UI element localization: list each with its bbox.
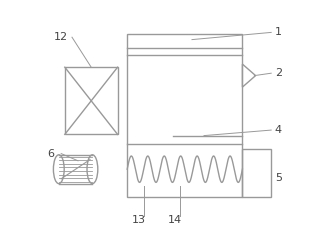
Bar [242, 149, 271, 197]
Bar [65, 67, 118, 134]
Text: 1: 1 [275, 27, 282, 37]
Text: 5: 5 [275, 173, 282, 183]
Text: 2: 2 [275, 68, 282, 78]
Bar [127, 34, 242, 197]
Text: 4: 4 [275, 125, 282, 135]
Text: 6: 6 [47, 149, 54, 159]
Text: 12: 12 [54, 32, 68, 42]
Text: 13: 13 [132, 215, 146, 225]
Text: 14: 14 [168, 215, 182, 225]
